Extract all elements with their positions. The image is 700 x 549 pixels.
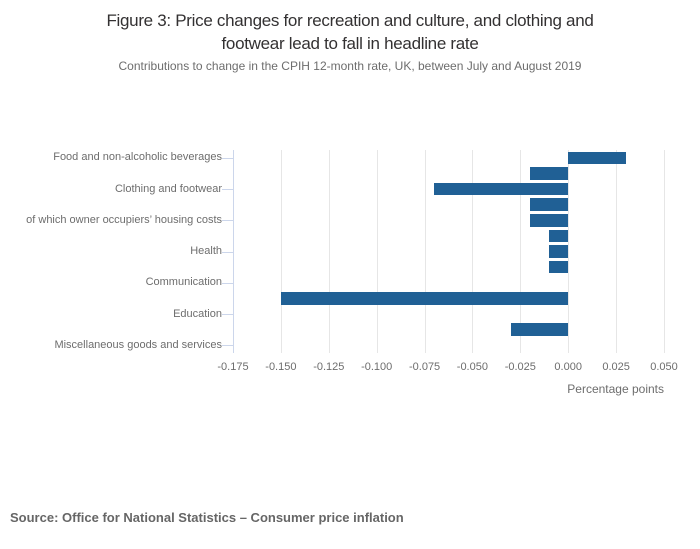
- gridline: [424, 150, 426, 353]
- category-label: Food and non-alcoholic beverages: [53, 151, 222, 164]
- category-tick: [222, 345, 233, 347]
- x-tick-label: -0.075: [408, 361, 441, 373]
- gridline: [616, 150, 618, 353]
- x-tick-label: -0.150: [265, 361, 297, 373]
- category-tick: [222, 314, 233, 315]
- bar: [510, 323, 569, 336]
- bar: [434, 182, 569, 196]
- bar: [280, 292, 569, 305]
- x-tick-label: -0.025: [504, 361, 536, 373]
- x-tick-label: -0.100: [361, 361, 393, 373]
- chart-subtitle: Contributions to change in the CPIH 12-m…: [118, 59, 582, 73]
- gridline: [472, 150, 474, 353]
- bar: [568, 151, 626, 165]
- category-label: Miscellaneous goods and services: [54, 338, 222, 351]
- category-tick: [222, 189, 233, 190]
- category-label: Education: [173, 307, 222, 320]
- category-label: Clothing and footwear: [114, 182, 222, 195]
- category-tick: [222, 282, 233, 284]
- x-tick-label: 0.000: [554, 361, 582, 373]
- bar: [549, 260, 569, 274]
- gridline: [664, 150, 665, 353]
- category-label: Health: [190, 245, 222, 257]
- category-label: of which owner occupiers’ housing costs: [26, 213, 222, 226]
- y-axis-line: [233, 150, 234, 353]
- bar: [549, 229, 569, 243]
- plot-area: [233, 150, 665, 353]
- x-tick-label: -0.125: [313, 361, 345, 373]
- gridline: [328, 150, 330, 353]
- x-tick-label: -0.175: [217, 361, 249, 373]
- bar: [529, 198, 569, 211]
- x-tick-label: -0.050: [456, 361, 488, 373]
- source-note: Source: Office for National Statistics –…: [10, 510, 404, 525]
- x-axis-title: Percentage points: [567, 382, 664, 396]
- category-tick: [222, 251, 233, 253]
- bar: [549, 245, 569, 258]
- chart-title-line2: footwear lead to fall in headline rate: [221, 34, 479, 53]
- gridline: [280, 150, 282, 353]
- chart-title-line1: Figure 3: Price changes for recreation a…: [106, 11, 594, 30]
- chart-title: Figure 3: Price changes for recreation a…: [0, 9, 700, 55]
- gridline: [520, 150, 522, 353]
- bar: [529, 214, 569, 227]
- gridline: [376, 150, 378, 353]
- bar: [529, 167, 569, 180]
- x-tick-label: 0.050: [650, 361, 678, 373]
- category-tick: [222, 157, 233, 159]
- gridline: [568, 150, 570, 353]
- x-tick-label: 0.025: [602, 361, 630, 373]
- category-label: Communication: [145, 276, 222, 289]
- category-tick: [222, 220, 233, 222]
